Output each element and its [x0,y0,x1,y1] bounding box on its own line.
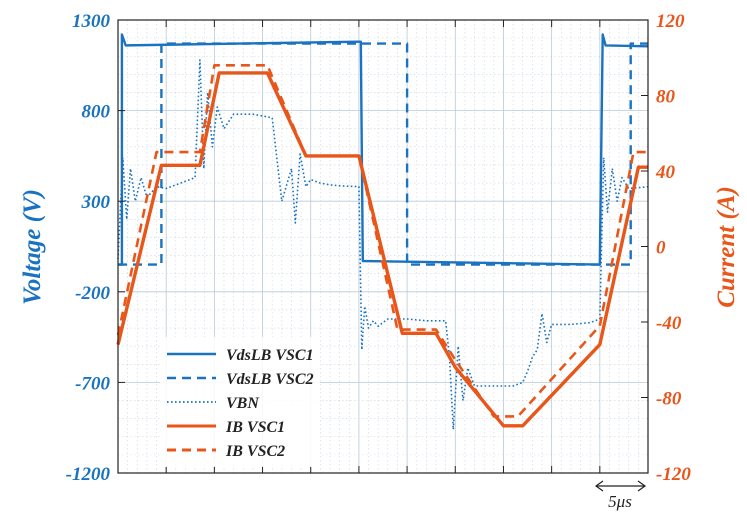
y-axis-right-title: Current (A) [713,186,740,308]
legend-label: IB VSC1 [225,419,285,436]
scale-arrow-left-icon [594,480,604,492]
y-tick-label-left: -200 [75,283,110,304]
legend-label: VdsLB VSC2 [226,371,314,388]
y-tick-label-left: -700 [75,373,110,394]
scale-label: 5μs [608,492,632,511]
series-group [116,33,649,431]
y-tick-label-left: 300 [81,192,111,213]
legend-background [160,337,320,467]
y-tick-label-left: -1200 [66,464,111,485]
time-scale-indicator: 5μs [594,480,647,511]
legend-label: VBN [226,395,260,412]
scale-arrow-right-icon [637,480,647,492]
y-tick-label-right: -40 [656,313,682,334]
y-tick-label-right: 0 [656,238,666,259]
series-line-vdslb-vsc1 [118,33,649,266]
y-tick-label-right: 80 [656,87,676,108]
axis-ticks: 1300 800 300 -200 -700 -1200 120 80 40 0 -40 -80 -12… [66,11,692,485]
y-tick-label-right: 120 [656,11,685,32]
series-line-ib-vsc1 [116,71,648,428]
series-line-vdslb-vsc2 [118,42,648,266]
y-tick-label-right: -120 [656,464,691,485]
legend-label: IB VSC2 [225,443,285,460]
y-tick-label-right: -80 [656,389,682,410]
y-axis-left-title: Voltage (V) [19,189,46,305]
series-line-ib-vsc2 [116,64,648,418]
legend-label: VdsLB VSC1 [226,347,314,364]
y-tick-label-left: 1300 [72,11,111,32]
y-tick-label-right: 40 [655,162,676,183]
y-tick-label-left: 800 [82,102,111,123]
legend: VdsLB VSC1 VdsLB VSC2 VBN IB VSC1 IB VSC2 [160,337,320,467]
